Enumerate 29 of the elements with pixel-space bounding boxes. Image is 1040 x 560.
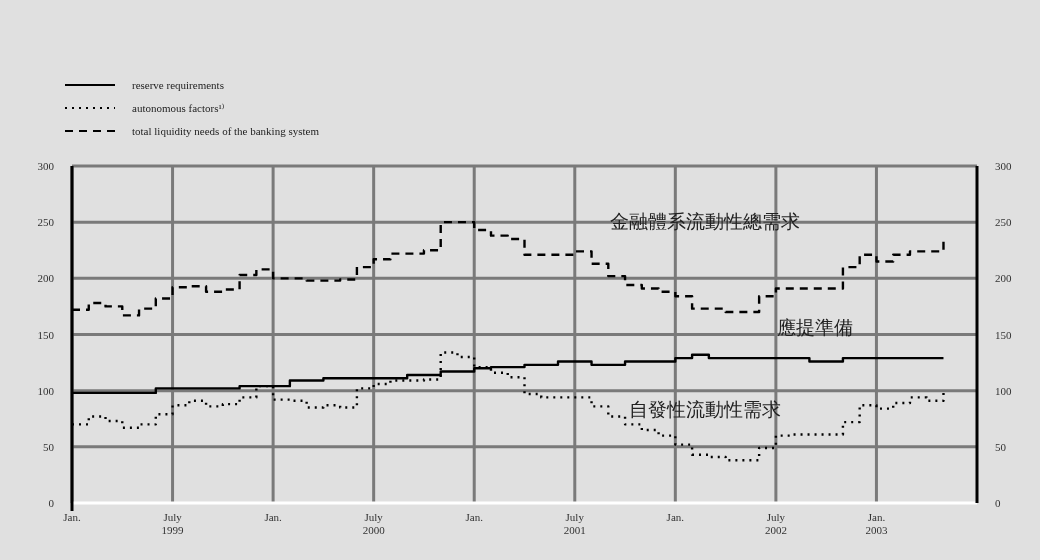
- annotation: 應提準備: [777, 317, 853, 338]
- y-tick-label: 100: [37, 384, 55, 397]
- y2-tick-label: 150: [995, 328, 1012, 341]
- y-tick-label: 200: [37, 272, 55, 285]
- y2-tick-label: 100: [995, 384, 1012, 397]
- y-tick-label: 150: [37, 328, 55, 341]
- annotation: 自發性流動性需求: [629, 399, 781, 420]
- legend-label: autonomous factors¹⁾: [132, 102, 225, 114]
- x-tick-label: July 2000: [362, 511, 386, 536]
- legend-label: reserve requirements: [132, 79, 224, 91]
- x-tick-label: Jan.: [465, 511, 484, 523]
- x-tick-label: July 2001: [563, 511, 586, 536]
- y2-tick-label: 50: [995, 440, 1007, 453]
- x-tick-label: July 2002: [764, 511, 787, 536]
- y-tick-label: 250: [37, 216, 55, 229]
- y2-tick-label: 250: [995, 216, 1012, 229]
- annotation: 金融體系流動性總需求: [610, 211, 800, 232]
- x-tick-label: July 1999: [161, 511, 185, 536]
- x-tick-label: Jan. 2003: [865, 511, 888, 536]
- x-tick-label: Jan.: [264, 511, 283, 523]
- legend-label: total liquidity needs of the banking system: [132, 125, 320, 137]
- y2-tick-label: 200: [995, 272, 1012, 285]
- x-tick-label: Jan.: [63, 511, 81, 523]
- y-tick-label: 300: [37, 160, 55, 172]
- y2-tick-label: 0: [995, 497, 1001, 509]
- y-tick-label: 0: [48, 497, 55, 509]
- x-tick-label: Jan.: [666, 511, 685, 523]
- y-tick-label: 50: [43, 440, 55, 453]
- y2-tick-label: 300: [995, 160, 1012, 172]
